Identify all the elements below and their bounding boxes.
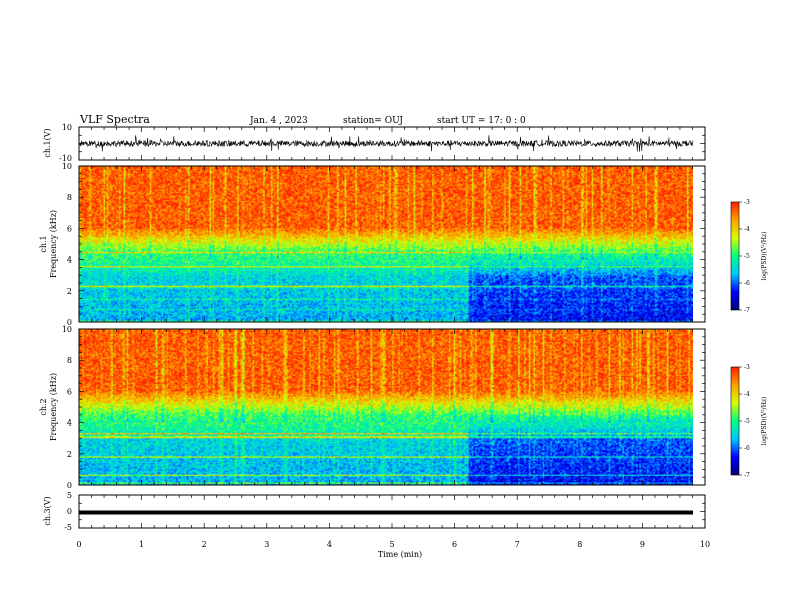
time-tick-label: 7 — [515, 540, 520, 549]
colorbar-tick-label: -4 — [744, 226, 750, 233]
ch1-spectrogram-image — [79, 166, 693, 322]
station-label: station= OUJ — [343, 116, 403, 126]
colorbar-tick-label: -3 — [744, 199, 750, 206]
freq-tick-label: 0 — [67, 318, 72, 327]
ch1-waveform-line — [78, 135, 694, 152]
time-axis-label: Time (min) — [378, 550, 422, 559]
ch1-colorbar-label: log(PSD)(V²/Hz) — [761, 232, 768, 281]
ch2-spectrogram-ticks — [78, 328, 706, 486]
freq-tick-label: 4 — [67, 256, 72, 265]
colorbar-tick-label: -7 — [744, 307, 750, 314]
ch3-ytick-top: 5 — [67, 491, 72, 500]
ch1-waveform-ylabel: ch.1(V) — [43, 128, 52, 157]
time-tick-label: 10 — [700, 540, 710, 549]
time-tick-label: 5 — [389, 540, 394, 549]
ch1-colorbar: -3 -4 -5 -6 -7 log(PSD)(V²/Hz) — [730, 199, 768, 314]
colorbar-tick-label: -6 — [744, 445, 750, 452]
ch2-colorbar-gradient — [731, 367, 739, 475]
ch2-colorbar-label: log(PSD)(V²/Hz) — [761, 397, 768, 446]
colorbar-tick-label: -6 — [744, 280, 750, 287]
ch2-spectrogram-panel: 0 2 4 6 8 10 ch.2 Frequency (kHz) — [39, 325, 706, 490]
ch1-waveform-panel: 10 -10 ch.1(V) — [43, 123, 706, 163]
freq-tick-label: 6 — [67, 224, 72, 233]
freq-tick-label: 4 — [67, 419, 72, 428]
freq-tick-label: 10 — [62, 325, 72, 334]
time-tick-label: 9 — [640, 540, 645, 549]
ch1-ytick-bottom: -10 — [59, 154, 72, 163]
ch3-ylabel: ch.3(V) — [43, 496, 52, 525]
ch3-panel: 5 0 -5 ch.3(V) — [43, 491, 706, 532]
time-tick-label: 2 — [202, 540, 207, 549]
time-tick-label: 3 — [264, 540, 269, 549]
time-tick-label: 0 — [76, 540, 81, 549]
start-time-label: start UT = 17: 0 : 0 — [437, 116, 526, 126]
time-tick-label: 1 — [139, 540, 144, 549]
ch2-colorbar: -3 -4 -5 -6 -7 log(PSD)(V²/Hz) — [730, 364, 768, 479]
ch1-ytick-labels: 0 2 4 6 8 10 — [62, 162, 72, 327]
freq-tick-label: 2 — [67, 450, 72, 459]
colorbar-tick-label: -7 — [744, 472, 750, 479]
colorbar-tick-label: -3 — [744, 364, 750, 371]
ch2-spec-channel-label: ch.2 — [39, 398, 48, 415]
time-tick-label: 4 — [327, 540, 332, 549]
freq-tick-label: 10 — [62, 162, 72, 171]
ch3-ytick-bottom: -5 — [64, 523, 72, 532]
ch1-ytick-top: 10 — [62, 123, 72, 132]
ch2-spectrogram-image — [79, 329, 693, 485]
date-label: Jan. 4 , 2023 — [249, 116, 308, 126]
time-tick-label: 8 — [577, 540, 582, 549]
freq-tick-label: 2 — [67, 287, 72, 296]
ch2-spec-ylabel: Frequency (kHz) — [49, 373, 58, 441]
time-tick-label: 6 — [452, 540, 457, 549]
ch3-ticks — [78, 494, 706, 529]
freq-tick-label: 8 — [67, 356, 72, 365]
freq-tick-label: 6 — [67, 387, 72, 396]
colorbar-tick-label: -5 — [744, 253, 750, 260]
ch1-spectrogram-panel: 0 2 4 6 8 10 ch.1 Frequency (kHz) — [39, 162, 706, 327]
ch1-colorbar-gradient — [731, 202, 739, 310]
figure-title: VLF Spectra — [79, 113, 150, 126]
ch1-waveform-ticks — [78, 126, 706, 161]
ch1-spectrogram-ticks — [78, 165, 706, 323]
ch2-colorbar-ticks: -3 -4 -5 -6 -7 — [739, 364, 750, 479]
ch2-ytick-labels: 0 2 4 6 8 10 — [62, 325, 72, 490]
ch1-colorbar-ticks: -3 -4 -5 -6 -7 — [739, 199, 750, 314]
colorbar-tick-label: -5 — [744, 418, 750, 425]
ch3-ytick-mid: 0 — [67, 507, 72, 516]
colorbar-tick-label: -4 — [744, 391, 750, 398]
freq-tick-label: 8 — [67, 193, 72, 202]
ch1-spec-channel-label: ch.1 — [39, 235, 48, 252]
freq-tick-label: 0 — [67, 481, 72, 490]
time-axis-tick-labels: 0 1 2 3 4 5 6 7 8 9 10 — [76, 540, 710, 549]
ch1-spec-ylabel: Frequency (kHz) — [49, 210, 58, 278]
